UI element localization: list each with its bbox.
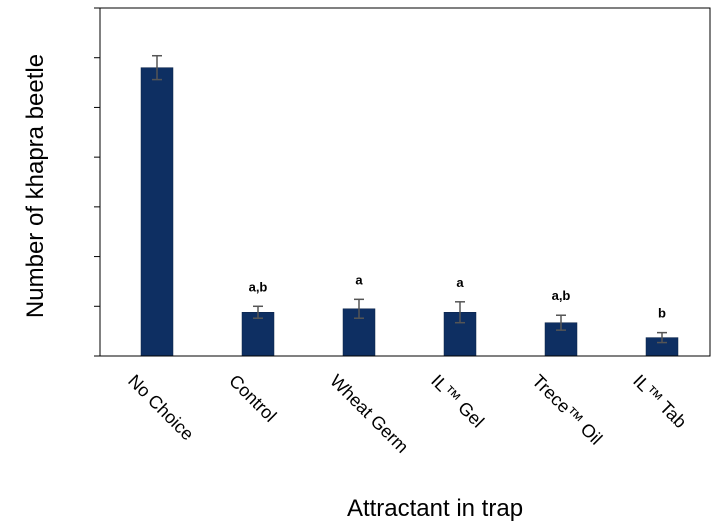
significance-label-4: a,b <box>552 288 571 303</box>
significance-label-5: b <box>658 306 666 321</box>
x-axis-title: Attractant in trap <box>347 495 523 522</box>
significance-label-3: a <box>456 275 464 290</box>
x-tick-label-4: Trece™ Oil <box>528 371 606 449</box>
plot-frame <box>99 7 711 357</box>
error-bars-group <box>152 54 667 344</box>
x-tick-label-1: Control <box>225 371 280 426</box>
y-axis-ticks <box>94 7 100 357</box>
significance-label-1: a,b <box>249 279 268 294</box>
bar-0 <box>140 67 174 357</box>
x-tick-label-0: No Choice <box>124 371 198 445</box>
x-tick-label-2: Wheat Germ <box>326 371 412 457</box>
bar-1 <box>241 312 275 357</box>
x-tick-labels-group: No Choice Control Wheat Germ IL™ Gel Trece™ … <box>124 371 690 457</box>
x-tick-label-3: IL™ Gel <box>427 371 488 432</box>
x-tick-label-5: IL™ Tab <box>629 371 690 432</box>
significance-label-2: a <box>355 272 363 287</box>
y-axis-title: Number of khapra beetle <box>22 54 49 318</box>
significance-labels-group: a,b a a a,b b <box>249 272 666 320</box>
bars-group <box>140 67 679 357</box>
bar-4 <box>544 322 578 357</box>
